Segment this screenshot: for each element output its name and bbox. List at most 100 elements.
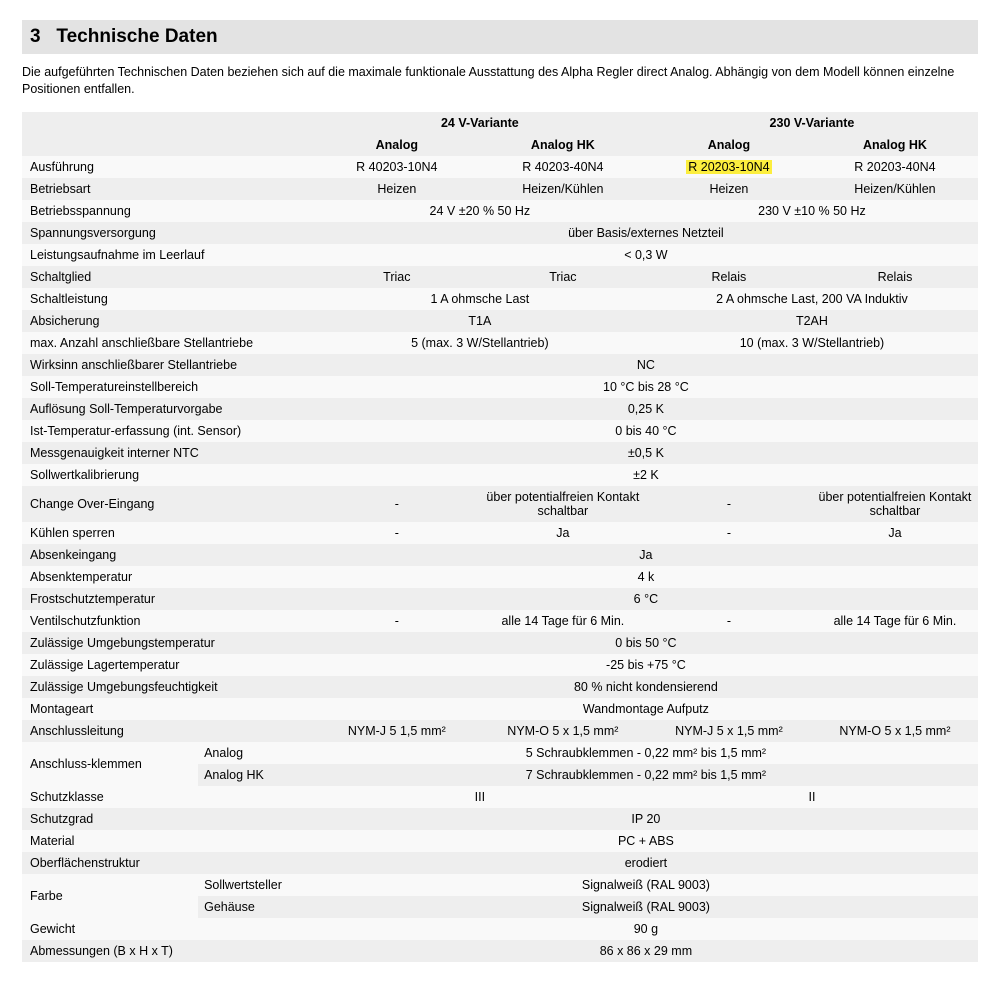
table-header-row-1: 24 V-Variante 230 V-Variante (22, 112, 978, 134)
row-umgebungstemp: Zulässige Umgebungstemperatur 0 bis 50 °… (22, 632, 978, 654)
cell: alle 14 Tage für 6 Min. (480, 610, 646, 632)
cell: 4 k (314, 566, 978, 588)
label: Oberflächenstruktur (22, 852, 314, 874)
cell: NYM-J 5 1,5 mm² (314, 720, 480, 742)
label: Anschlussleitung (22, 720, 314, 742)
cell: R 40203-10N4 (314, 156, 480, 178)
cell: 230 V ±10 % 50 Hz (646, 200, 978, 222)
cell: 5 (max. 3 W/Stellantrieb) (314, 332, 646, 354)
cell: 80 % nicht kondensierend (314, 676, 978, 698)
cell: Heizen/Kühlen (480, 178, 646, 200)
row-farbe-sollwert: Farbe Sollwertsteller Signalweiß (RAL 90… (22, 874, 978, 896)
label: Schutzgrad (22, 808, 314, 830)
row-leistungsaufnahme: Leistungsaufnahme im Leerlauf < 0,3 W (22, 244, 978, 266)
row-schaltleistung: Schaltleistung 1 A ohmsche Last 2 A ohms… (22, 288, 978, 310)
label: Spannungsversorgung (22, 222, 314, 244)
row-wirksinn: Wirksinn anschließbarer Stellantriebe NC (22, 354, 978, 376)
row-abmessungen: Abmessungen (B x H x T) 86 x 86 x 29 mm (22, 940, 978, 962)
row-messgenauigkeit: Messgenauigkeit interner NTC ±0,5 K (22, 442, 978, 464)
label: Absicherung (22, 310, 314, 332)
cell: 90 g (314, 918, 978, 940)
label: Zulässige Umgebungsfeuchtigkeit (22, 676, 314, 698)
row-absenkeingang: Absenkeingang Ja (22, 544, 978, 566)
row-feuchtigkeit: Zulässige Umgebungsfeuchtigkeit 80 % nic… (22, 676, 978, 698)
page: 3 Technische Daten Die aufgeführten Tech… (0, 0, 1000, 992)
row-lagertemp: Zulässige Lagertemperatur -25 bis +75 °C (22, 654, 978, 676)
cell: 5 Schraubklemmen - 0,22 mm² bis 1,5 mm² (314, 742, 978, 764)
row-sollwertkalibrierung: Sollwertkalibrierung ±2 K (22, 464, 978, 486)
cell: - (314, 486, 480, 522)
cell: Ja (314, 544, 978, 566)
row-aufloesung: Auflösung Soll-Temperaturvorgabe 0,25 K (22, 398, 978, 420)
cell: 7 Schraubklemmen - 0,22 mm² bis 1,5 mm² (314, 764, 978, 786)
label: Montageart (22, 698, 314, 720)
label-ausfuehrung: Ausführung (22, 156, 314, 178)
cell: R 20203-40N4 (812, 156, 978, 178)
row-gewicht: Gewicht 90 g (22, 918, 978, 940)
section-number: 3 (30, 26, 41, 47)
row-betriebsart: Betriebsart Heizen Heizen/Kühlen Heizen … (22, 178, 978, 200)
header-analog-24: Analog (314, 134, 480, 156)
cell: - (646, 522, 812, 544)
label: Sollwertkalibrierung (22, 464, 314, 486)
cell: Relais (646, 266, 812, 288)
cell: alle 14 Tage für 6 Min. (812, 610, 978, 632)
cell: Heizen (314, 178, 480, 200)
cell: T2AH (646, 310, 978, 332)
cell: PC + ABS (314, 830, 978, 852)
spec-table: 24 V-Variante 230 V-Variante Analog Anal… (22, 112, 978, 962)
header-empty (22, 112, 314, 134)
label: Leistungsaufnahme im Leerlauf (22, 244, 314, 266)
cell: 10 (max. 3 W/Stellantrieb) (646, 332, 978, 354)
label: Zulässige Lagertemperatur (22, 654, 314, 676)
label: Schaltglied (22, 266, 314, 288)
cell: III (314, 786, 646, 808)
label: Kühlen sperren (22, 522, 314, 544)
cell: II (646, 786, 978, 808)
row-betriebsspannung: Betriebsspannung 24 V ±20 % 50 Hz 230 V … (22, 200, 978, 222)
header-analoghk-230: Analog HK (812, 134, 978, 156)
cell: Signalweiß (RAL 9003) (314, 896, 978, 918)
row-schutzgrad: Schutzgrad IP 20 (22, 808, 978, 830)
intro-text: Die aufgeführten Technischen Daten bezie… (22, 64, 978, 98)
label: Soll-Temperatureinstellbereich (22, 376, 314, 398)
row-frostschutz: Frostschutztemperatur 6 °C (22, 588, 978, 610)
row-ausfuehrung: Ausführung R 40203-10N4 R 40203-40N4 R 2… (22, 156, 978, 178)
cell: Ja (480, 522, 646, 544)
cell: NYM-J 5 x 1,5 mm² (646, 720, 812, 742)
cell: erodiert (314, 852, 978, 874)
header-24v: 24 V-Variante (314, 112, 646, 134)
cell: über Basis/externes Netzteil (314, 222, 978, 244)
header-analog-230: Analog (646, 134, 812, 156)
label: Zulässige Umgebungstemperatur (22, 632, 314, 654)
label: max. Anzahl anschließbare Stellantriebe (22, 332, 314, 354)
cell: 24 V ±20 % 50 Hz (314, 200, 646, 222)
row-ist-erfassung: Ist-Temperatur-erfassung (int. Sensor) 0… (22, 420, 978, 442)
row-anschlussklemmen-analog: Anschluss-klemmen Analog 5 Schraubklemme… (22, 742, 978, 764)
cell: über potentialfreien Kontakt schaltbar (480, 486, 646, 522)
cell: - (314, 610, 480, 632)
row-montageart: Montageart Wandmontage Aufputz (22, 698, 978, 720)
sublabel-gehaeuse: Gehäuse (198, 896, 314, 918)
label: Betriebsart (22, 178, 314, 200)
sublabel-sollwertsteller: Sollwertsteller (198, 874, 314, 896)
label-anschlussklemmen: Anschluss-klemmen (22, 742, 198, 786)
cell: 0,25 K (314, 398, 978, 420)
table-header-row-2: Analog Analog HK Analog Analog HK (22, 134, 978, 156)
cell: - (646, 610, 812, 632)
label: Auflösung Soll-Temperaturvorgabe (22, 398, 314, 420)
cell: R 40203-40N4 (480, 156, 646, 178)
row-schutzklasse: Schutzklasse III II (22, 786, 978, 808)
cell: Heizen (646, 178, 812, 200)
row-schaltglied: Schaltglied Triac Triac Relais Relais (22, 266, 978, 288)
label: Frostschutztemperatur (22, 588, 314, 610)
header-230v: 230 V-Variante (646, 112, 978, 134)
label: Betriebsspannung (22, 200, 314, 222)
cell: Triac (314, 266, 480, 288)
cell: - (646, 486, 812, 522)
row-absenktemperatur: Absenktemperatur 4 k (22, 566, 978, 588)
label: Messgenauigkeit interner NTC (22, 442, 314, 464)
row-spannungsversorgung: Spannungsversorgung über Basis/externes … (22, 222, 978, 244)
cell: 86 x 86 x 29 mm (314, 940, 978, 962)
cell: Signalweiß (RAL 9003) (314, 874, 978, 896)
